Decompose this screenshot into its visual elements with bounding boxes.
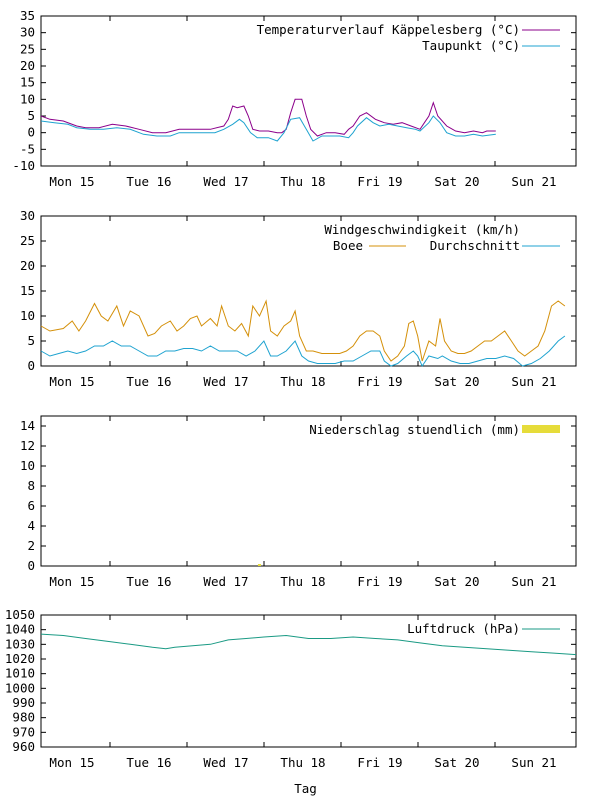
wind-xtick-label: Thu 18: [280, 374, 325, 389]
rain-xtick-label: Fri 19: [357, 574, 402, 589]
temp-ytick-label: 30: [20, 25, 35, 40]
temp-xtick-label: Fri 19: [357, 174, 402, 189]
temp-plot-frame: [40, 15, 577, 167]
pressure-xtick-label: Sat 20: [434, 755, 479, 770]
rain-ytick-label: 12: [20, 438, 35, 453]
wind-ytick-label: 20: [20, 258, 35, 273]
wind-xtick-label: Sun 21: [511, 374, 556, 389]
wind-xtick-label: Fri 19: [357, 374, 402, 389]
rain-ytick-label: 14: [20, 418, 35, 433]
pressure-ytick-label: 970: [12, 724, 35, 739]
wind-legend-durchschnitt: Durchschnitt: [430, 238, 520, 253]
wind-ytick-label: 0: [27, 358, 35, 373]
temp-xtick-label: Sun 21: [511, 174, 556, 189]
rain-xtick-label: Sun 21: [511, 574, 556, 589]
pressure-legend-label-0: Luftdruck (hPa): [407, 621, 520, 636]
wind-xtick-label: Mon 15: [49, 374, 94, 389]
wind-xtick-label: Tue 16: [126, 374, 171, 389]
temp-ytick-label: 5: [27, 108, 35, 123]
rain-plot-frame: [40, 415, 577, 567]
rain-ytick-label: 2: [27, 538, 35, 553]
temp-legend-label-0: Temperaturverlauf Käppelesberg (°C): [257, 22, 520, 37]
temp-ytick-label: 0: [27, 125, 35, 140]
pressure-ytick-label: 980: [12, 710, 35, 725]
temp-xtick-label: Thu 18: [280, 174, 325, 189]
wind-xtick-label: Wed 17: [203, 374, 248, 389]
pressure-xtick-label: Mon 15: [49, 755, 94, 770]
pressure-series-0-line: [40, 633, 577, 656]
temp-ytick-label: 35: [20, 8, 35, 23]
temp-ytick-label: 25: [20, 41, 35, 56]
wind-ytick-label: 5: [27, 333, 35, 348]
rain-ytick-label: 10: [20, 458, 35, 473]
pressure-ytick-label: 1000: [5, 680, 35, 695]
wind-ytick-label: 25: [20, 233, 35, 248]
wind-xtick-label: Sat 20: [434, 374, 479, 389]
wind-series-0-line: [40, 299, 566, 362]
pressure-xtick-label: Tue 16: [126, 755, 171, 770]
temp-xtick-label: Mon 15: [49, 174, 94, 189]
rain-ytick-label: 4: [27, 518, 35, 533]
rain-ytick-label: 0: [27, 558, 35, 573]
temp-ytick-label: -5: [20, 141, 35, 156]
temp-ytick-label: 20: [20, 58, 35, 73]
pressure-ytick-label: 960: [12, 739, 35, 754]
rain-bar: [257, 564, 261, 566]
temp-series-0-line: [40, 98, 496, 137]
pressure-xtick-label: Wed 17: [203, 755, 248, 770]
rain-legend-swatch-0: [522, 425, 560, 433]
rain-xtick-label: Wed 17: [203, 574, 248, 589]
pressure-ytick-label: 990: [12, 695, 35, 710]
pressure-xtick-label: Sun 21: [511, 755, 556, 770]
wind-ytick-label: 15: [20, 283, 35, 298]
pressure-ytick-label: 1050: [5, 607, 35, 622]
pressure-xtick-label: Fri 19: [357, 755, 402, 770]
pressure-ytick-label: 1030: [5, 636, 35, 651]
temp-xtick-label: Tue 16: [126, 174, 171, 189]
temp-series-1-line: [40, 115, 496, 142]
wind-legend-title: Windgeschwindigkeit (km/h): [324, 222, 520, 237]
temp-ytick-label: -10: [12, 158, 35, 173]
temp-xtick-label: Wed 17: [203, 174, 248, 189]
temp-ytick-label: 15: [20, 75, 35, 90]
pressure-ytick-label: 1020: [5, 651, 35, 666]
rain-ytick-label: 8: [27, 478, 35, 493]
temp-legend-label-1: Taupunkt (°C): [422, 38, 520, 53]
rain-ytick-label: 6: [27, 498, 35, 513]
pressure-xtick-label: Thu 18: [280, 755, 325, 770]
pressure-plot-frame: [40, 614, 577, 748]
pressure-xaxis-title: Tag: [294, 781, 317, 796]
wind-series-1-line: [40, 335, 566, 368]
rain-xtick-label: Sat 20: [434, 574, 479, 589]
temp-xtick-label: Sat 20: [434, 174, 479, 189]
wind-ytick-label: 30: [20, 208, 35, 223]
rain-xtick-label: Tue 16: [126, 574, 171, 589]
temp-ytick-label: 10: [20, 91, 35, 106]
rain-xtick-label: Thu 18: [280, 574, 325, 589]
pressure-ytick-label: 1010: [5, 666, 35, 681]
rain-xtick-label: Mon 15: [49, 574, 94, 589]
wind-ytick-label: 10: [20, 308, 35, 323]
rain-legend-label-0: Niederschlag stuendlich (mm): [309, 422, 520, 437]
wind-legend-boee: Boee: [333, 238, 363, 253]
pressure-ytick-label: 1040: [5, 622, 35, 637]
